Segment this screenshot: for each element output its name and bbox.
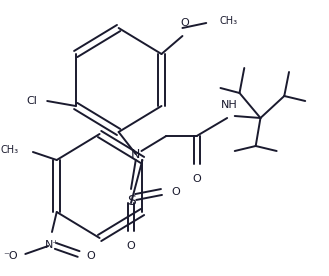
Text: ⁻O: ⁻O (3, 251, 18, 261)
Text: N⁺: N⁺ (45, 240, 59, 250)
Text: O: O (192, 174, 201, 184)
Text: N: N (131, 147, 140, 161)
Text: NH: NH (221, 100, 238, 110)
Text: O: O (86, 251, 95, 261)
Text: Cl: Cl (27, 96, 38, 106)
Text: S: S (127, 194, 135, 208)
Text: CH₃: CH₃ (219, 16, 238, 26)
Text: CH₃: CH₃ (1, 145, 19, 155)
Text: O: O (127, 241, 135, 251)
Text: O: O (180, 18, 189, 28)
Text: O: O (171, 187, 180, 197)
